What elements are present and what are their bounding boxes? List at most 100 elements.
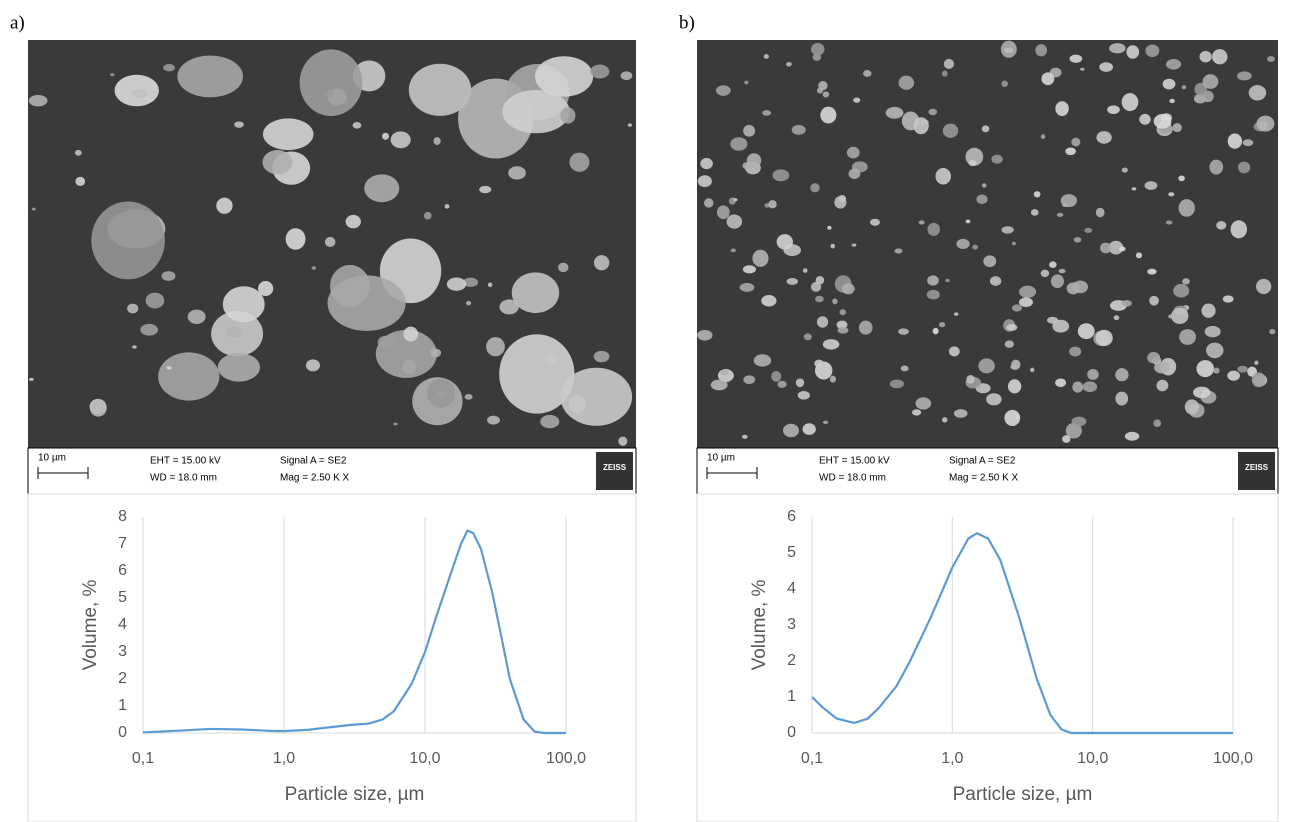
particle bbox=[786, 62, 792, 67]
particle bbox=[827, 226, 831, 230]
particle bbox=[859, 321, 873, 335]
particle bbox=[773, 169, 790, 181]
particle bbox=[716, 85, 731, 96]
particle bbox=[1147, 269, 1156, 275]
particle bbox=[933, 328, 939, 335]
particle bbox=[621, 71, 633, 80]
wd: WD = 18.0 mm bbox=[150, 473, 217, 484]
x-tick-label: 100,0 bbox=[546, 750, 586, 767]
particle bbox=[1107, 105, 1120, 114]
eht: EHT = 15.00 kV bbox=[150, 456, 221, 467]
particle bbox=[956, 239, 969, 249]
particle bbox=[1213, 368, 1219, 374]
particle bbox=[1041, 270, 1049, 277]
particle bbox=[1269, 329, 1275, 334]
particle bbox=[792, 125, 806, 135]
particle bbox=[512, 272, 559, 313]
particle bbox=[216, 198, 232, 214]
particle bbox=[764, 54, 769, 59]
particle bbox=[1055, 101, 1068, 116]
panel-label: b) bbox=[679, 12, 695, 33]
particle bbox=[1109, 43, 1125, 53]
particle bbox=[324, 90, 334, 97]
particle bbox=[545, 354, 556, 365]
particle bbox=[830, 376, 836, 383]
particle bbox=[1199, 51, 1211, 62]
particle bbox=[29, 378, 34, 381]
particle bbox=[935, 168, 951, 185]
particle bbox=[1154, 362, 1170, 374]
particle bbox=[966, 220, 971, 224]
y-tick-label: 2 bbox=[787, 652, 796, 669]
logo: ZEISS bbox=[1245, 463, 1269, 472]
particle bbox=[823, 421, 828, 424]
particle bbox=[1206, 343, 1223, 359]
particle bbox=[163, 64, 175, 72]
particle bbox=[1171, 308, 1188, 324]
particle bbox=[487, 416, 500, 425]
particle bbox=[29, 95, 48, 106]
particle bbox=[132, 89, 147, 98]
particle bbox=[1122, 167, 1128, 172]
particle bbox=[1070, 55, 1083, 63]
particle bbox=[1030, 368, 1034, 372]
particle bbox=[1062, 203, 1067, 206]
y-tick-label: 8 bbox=[118, 508, 127, 525]
particle bbox=[177, 55, 243, 97]
particle bbox=[1049, 261, 1057, 268]
particle bbox=[110, 73, 115, 76]
particle bbox=[258, 281, 273, 296]
particle bbox=[146, 293, 165, 309]
particle bbox=[234, 121, 244, 127]
particle bbox=[733, 198, 737, 201]
particle bbox=[312, 266, 316, 269]
particle bbox=[223, 286, 265, 322]
particle bbox=[1072, 417, 1087, 427]
particle bbox=[803, 423, 816, 435]
scale-bar-label: 10 µm bbox=[38, 453, 66, 464]
particle bbox=[762, 110, 771, 116]
particle bbox=[949, 346, 960, 356]
particle bbox=[1202, 304, 1216, 318]
particle bbox=[783, 424, 799, 438]
particle bbox=[731, 249, 736, 253]
particle bbox=[898, 328, 909, 334]
y-tick-label: 1 bbox=[787, 688, 796, 705]
particle bbox=[1243, 139, 1254, 146]
y-tick-label: 6 bbox=[787, 508, 796, 525]
particle bbox=[1099, 62, 1113, 72]
particle bbox=[263, 118, 314, 150]
particle bbox=[1179, 329, 1196, 345]
particle bbox=[1074, 237, 1082, 243]
particle bbox=[1010, 364, 1019, 369]
scale-bar-label: 10 µm bbox=[707, 453, 735, 464]
particle bbox=[982, 125, 990, 132]
particle bbox=[140, 324, 158, 336]
particle bbox=[1153, 419, 1161, 427]
particle bbox=[1193, 387, 1210, 399]
particle bbox=[1096, 330, 1113, 346]
particle bbox=[382, 133, 389, 140]
particle bbox=[1136, 252, 1142, 258]
particle bbox=[569, 153, 589, 172]
particle bbox=[1041, 134, 1045, 139]
chart-area bbox=[697, 494, 1278, 822]
particle bbox=[127, 304, 138, 314]
x-axis-title: Particle size, µm bbox=[285, 784, 425, 805]
particle bbox=[1035, 44, 1047, 56]
particle bbox=[1115, 392, 1128, 406]
particle bbox=[628, 123, 632, 126]
particle bbox=[594, 255, 609, 270]
particle bbox=[1182, 278, 1190, 284]
particle bbox=[972, 245, 978, 250]
particle bbox=[1231, 220, 1248, 238]
x-tick-label: 10,0 bbox=[409, 750, 440, 767]
particle bbox=[832, 299, 837, 305]
particle bbox=[540, 415, 559, 428]
particle bbox=[976, 194, 987, 204]
particle bbox=[1067, 282, 1080, 294]
particle bbox=[1005, 340, 1014, 347]
x-tick-label: 1,0 bbox=[941, 750, 963, 767]
particle bbox=[913, 117, 929, 134]
particle bbox=[916, 397, 932, 409]
